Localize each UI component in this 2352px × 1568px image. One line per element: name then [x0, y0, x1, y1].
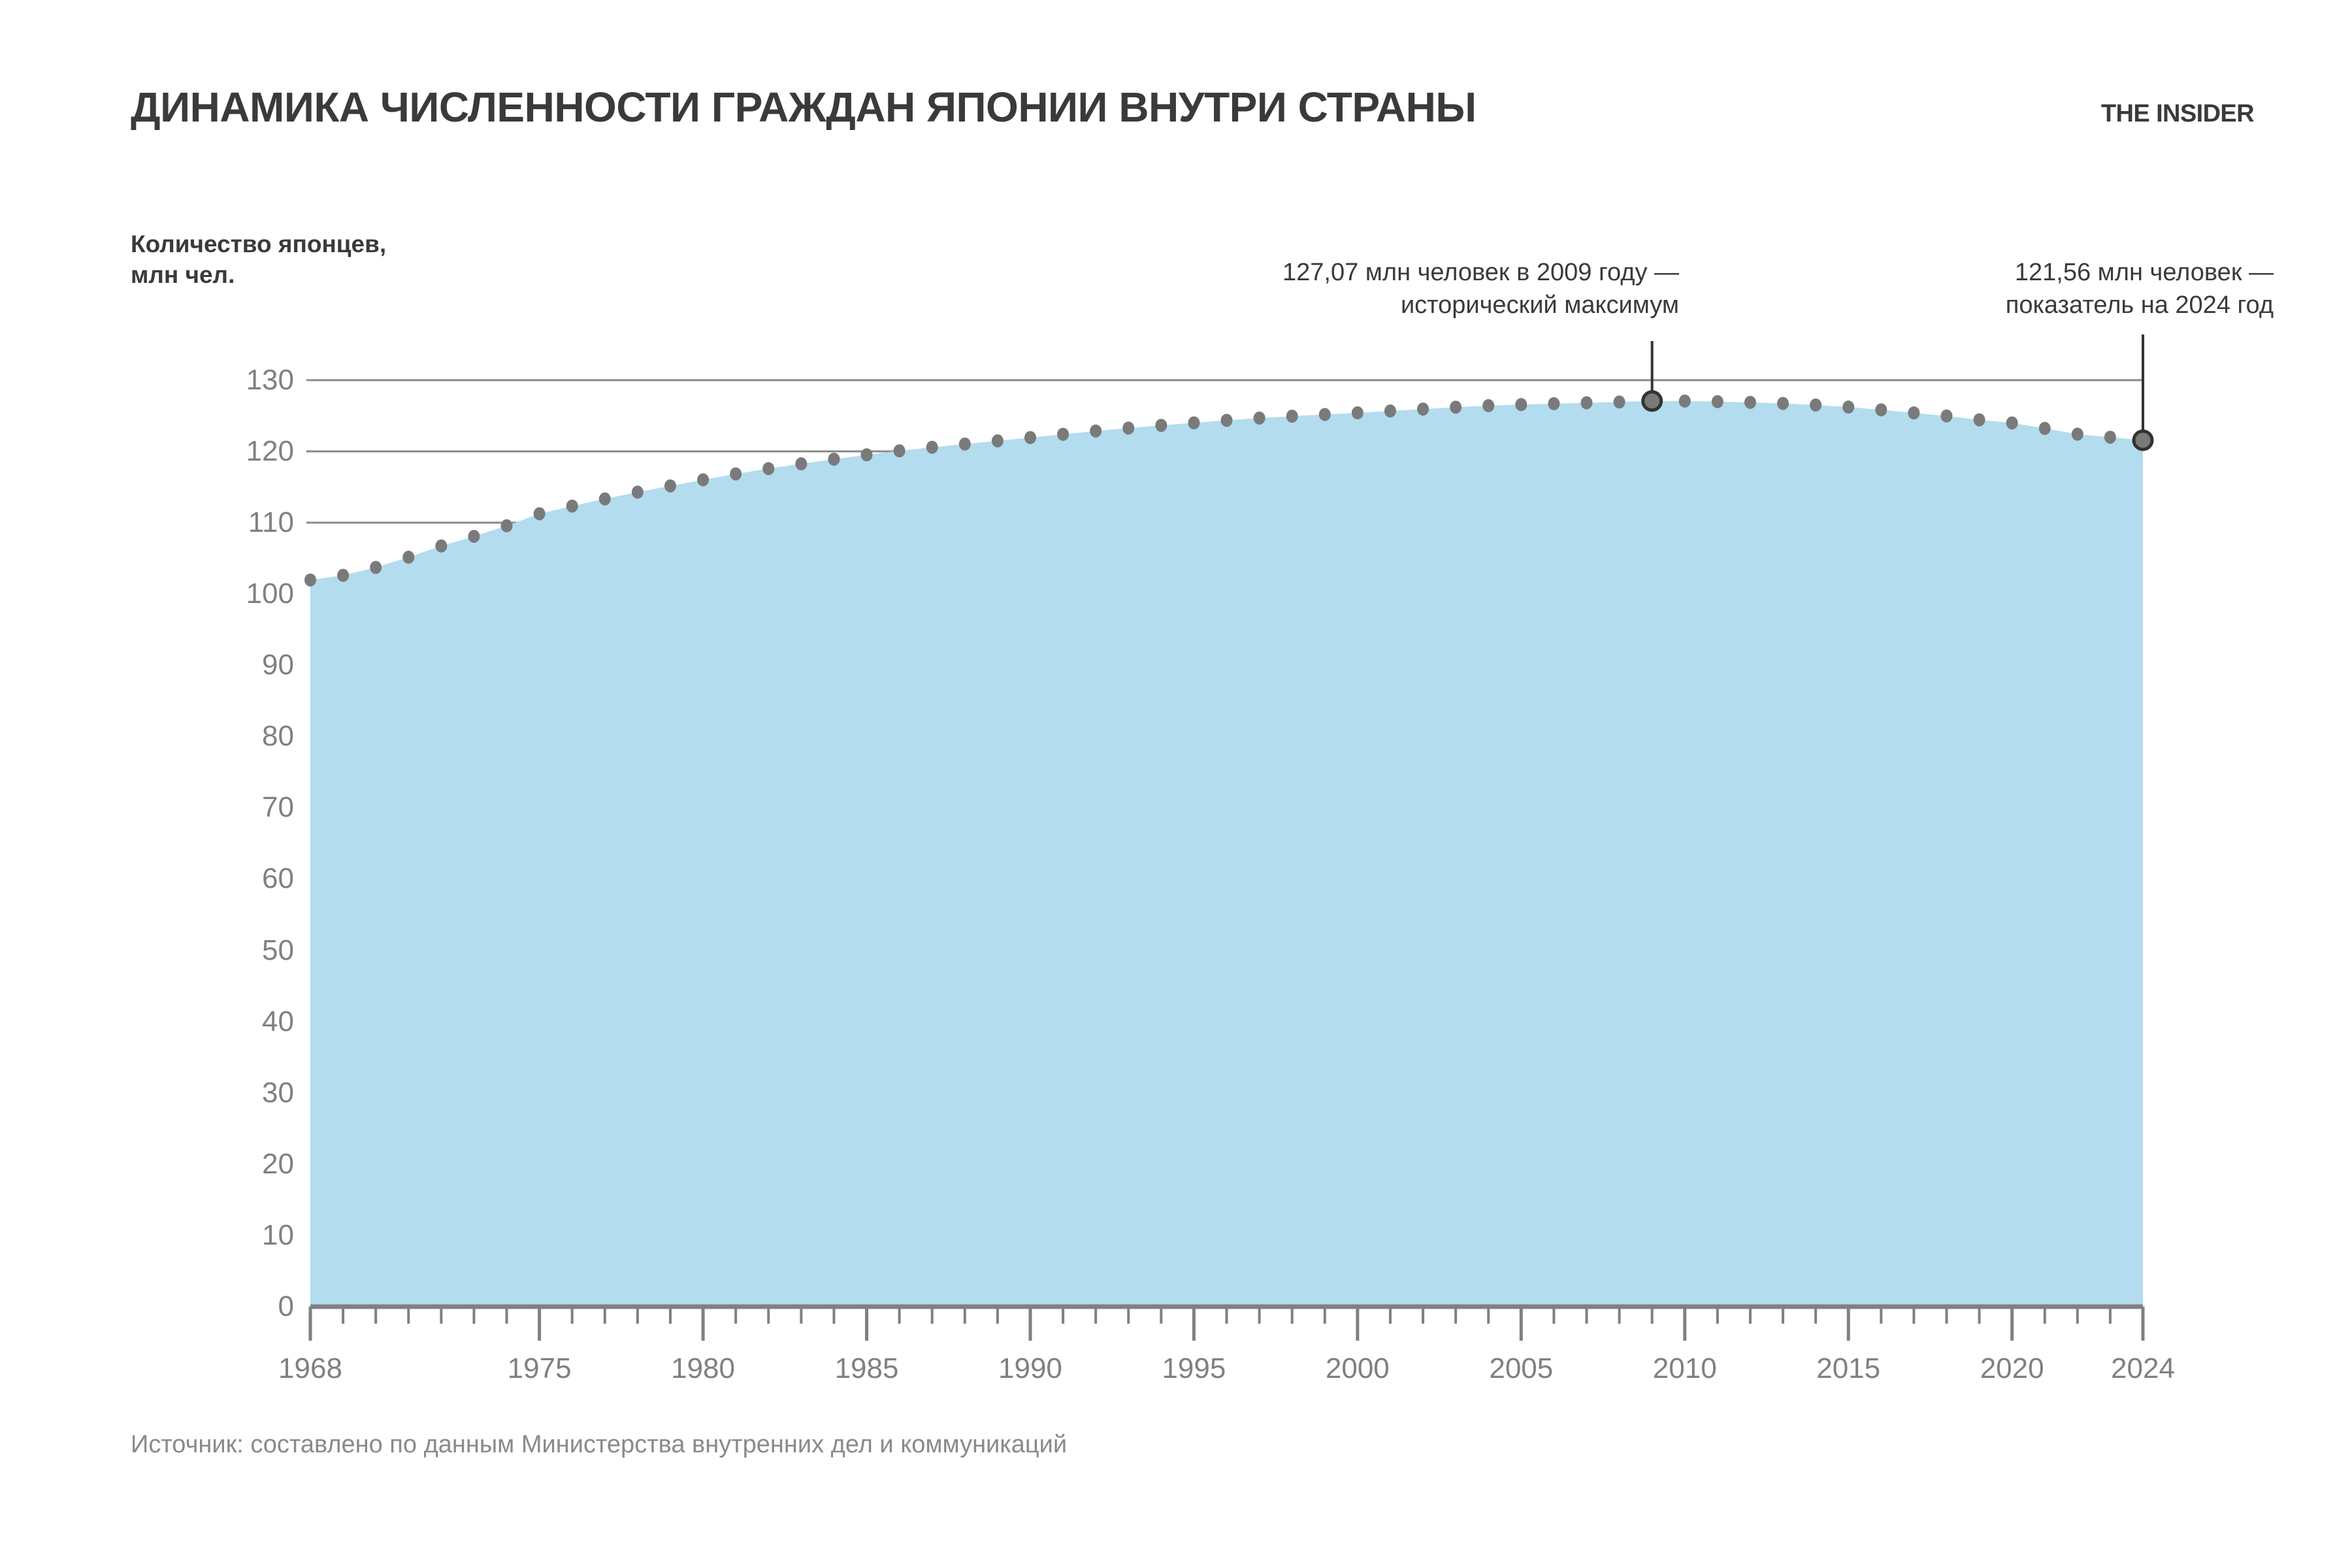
data-marker [1417, 402, 1429, 416]
x-tick-label: 1968 [278, 1352, 342, 1384]
data-marker [1450, 400, 1462, 414]
data-marker [1220, 414, 1233, 427]
data-marker [1580, 396, 1593, 410]
data-marker [2104, 431, 2116, 444]
area-series-group [310, 400, 2143, 1307]
data-marker [860, 448, 873, 462]
data-marker-highlight [2132, 429, 2154, 451]
y-tick-label: 60 [262, 862, 294, 895]
data-marker [1351, 406, 1364, 419]
y-tick-label: 10 [262, 1218, 294, 1251]
data-marker [1711, 395, 1723, 408]
x-tick-label: 1980 [671, 1352, 736, 1384]
source-note: Источник: составлено по данным Министерс… [131, 1431, 1068, 1458]
page-title: ДИНАМИКА ЧИСЛЕННОСТИ ГРАЖДАН ЯПОНИИ ВНУТ… [131, 84, 1477, 131]
data-marker [795, 457, 808, 470]
y-tick-label: 110 [248, 506, 294, 538]
data-marker [1057, 427, 1070, 441]
data-marker [1515, 398, 1527, 412]
x-tick-label: 1995 [1162, 1352, 1226, 1384]
x-tick-label: 2015 [1816, 1352, 1881, 1384]
data-marker [566, 499, 578, 513]
data-marker [926, 440, 938, 454]
x-tick-label: 1990 [998, 1352, 1062, 1384]
data-marker [1024, 431, 1036, 444]
y-tick-label: 20 [262, 1147, 294, 1180]
y-tick-label: 80 [262, 720, 294, 753]
data-markers-group [304, 390, 2154, 587]
annotation-latest: 121,56 млн человек — показатель на 2024 … [2005, 259, 2274, 319]
y-tick-label: 50 [262, 934, 294, 966]
data-marker [1810, 398, 1822, 412]
y-tick-label: 120 [246, 434, 294, 467]
data-marker [762, 462, 775, 476]
data-marker [500, 519, 513, 532]
data-marker [664, 479, 676, 493]
data-marker [958, 437, 971, 451]
data-marker [533, 507, 546, 521]
data-marker [435, 539, 448, 553]
data-marker [828, 452, 840, 466]
x-tick-label: 1975 [507, 1352, 572, 1384]
chart-header: ДИНАМИКА ЧИСЛЕННОСТИ ГРАЖДАН ЯПОНИИ ВНУТ… [131, 84, 2255, 145]
data-marker [1940, 409, 1953, 423]
data-marker [631, 485, 644, 499]
y-tick-label: 30 [262, 1076, 294, 1109]
data-marker [337, 568, 350, 582]
data-marker [1875, 403, 1887, 417]
data-marker [991, 434, 1004, 448]
annotation-peak: 127,07 млн человек в 2009 году — историч… [1282, 259, 1679, 319]
data-marker [598, 492, 611, 506]
x-tick-label: 2010 [1652, 1352, 1717, 1384]
data-marker [697, 473, 710, 487]
data-marker [1482, 399, 1495, 412]
y-tick-label: 90 [262, 649, 294, 681]
data-marker [1842, 400, 1855, 414]
y-tick-label: 130 [246, 363, 294, 396]
data-marker [2071, 427, 2083, 441]
x-tick-label: 2000 [1325, 1352, 1390, 1384]
x-tick-label: 2020 [1980, 1352, 2044, 1384]
data-marker [1122, 421, 1135, 435]
data-marker [1973, 413, 1985, 427]
data-marker [1678, 394, 1691, 408]
y-tick-label: 100 [246, 578, 294, 610]
data-marker [1253, 411, 1266, 425]
data-marker [893, 444, 906, 458]
data-marker [1613, 395, 1625, 409]
y-tick-label: 40 [262, 1005, 294, 1037]
area-fill [310, 400, 2143, 1307]
x-tick-label: 1985 [834, 1352, 899, 1384]
x-tick-label: 2024 [2111, 1352, 2175, 1384]
data-marker [2038, 421, 2051, 435]
x-tick-label: 2005 [1489, 1352, 1554, 1384]
brand-logo: THE INSIDER [2100, 100, 2255, 127]
data-marker [402, 550, 415, 564]
data-marker [468, 529, 480, 543]
data-marker [1548, 397, 1560, 410]
y-tick-label: 0 [278, 1290, 294, 1322]
data-marker-highlight [1641, 390, 1663, 412]
data-marker [1384, 404, 1396, 418]
tick-marks-group [308, 1307, 2145, 1341]
data-marker [1318, 408, 1331, 421]
data-marker [2006, 416, 2018, 430]
data-marker [304, 573, 316, 587]
data-marker [1286, 410, 1298, 423]
data-marker [370, 561, 382, 574]
data-marker [1777, 397, 1789, 410]
gridlines-group [306, 379, 2143, 524]
data-marker [1188, 416, 1200, 430]
data-marker [1908, 406, 1920, 419]
annotation-leaders-group [1650, 335, 2144, 433]
data-marker [1155, 419, 1168, 433]
y-tick-label: 70 [262, 791, 294, 824]
data-marker [730, 467, 742, 481]
y-axis-caption: Количество японцев, млн чел. [131, 231, 387, 289]
data-marker [1744, 395, 1756, 409]
data-marker [1090, 424, 1102, 438]
